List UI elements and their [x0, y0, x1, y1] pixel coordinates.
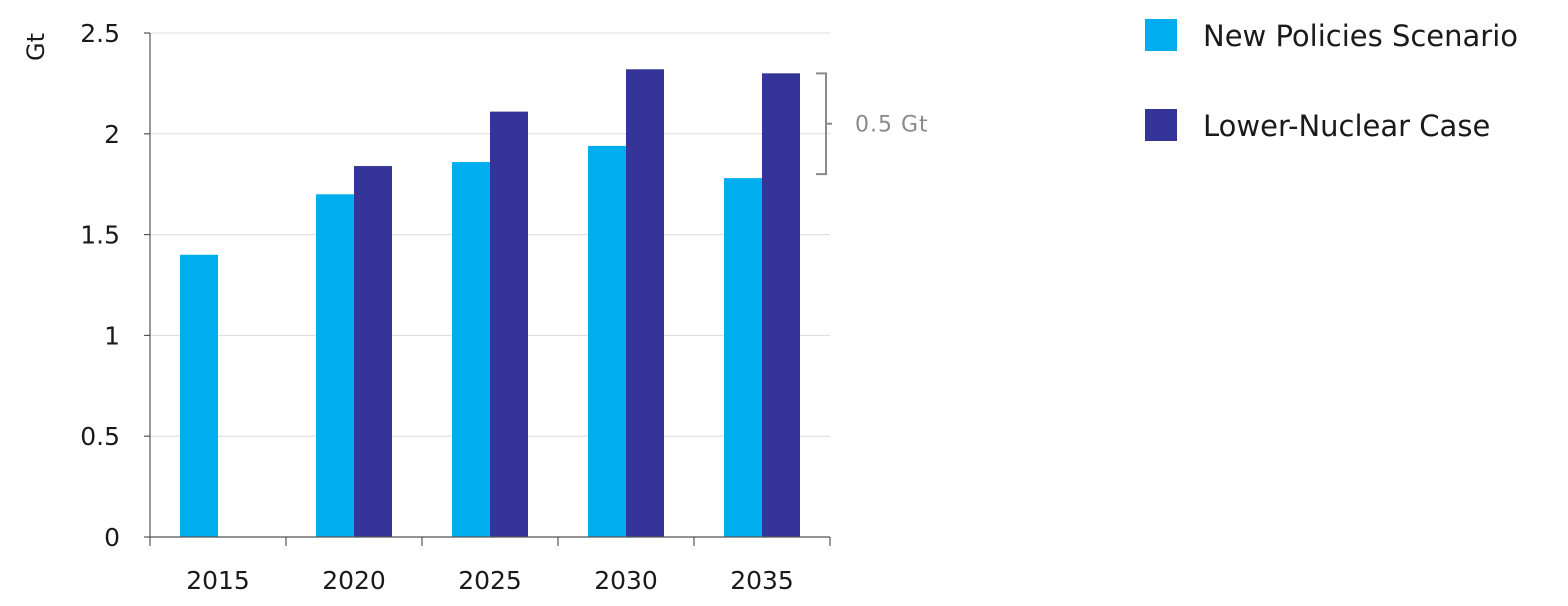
bar-lower-nuclear-2025 [490, 112, 528, 537]
bar-new-policies-2015 [180, 255, 218, 537]
y-axis-title: Gt [22, 33, 50, 61]
bar-new-policies-2030 [588, 146, 626, 537]
bar-lower-nuclear-2030 [626, 69, 664, 537]
legend: New Policies Scenario Lower-Nuclear Case [1145, 19, 1518, 143]
annotation-label: 0.5 Gt [855, 113, 929, 138]
y-tick-label: 0.5 [80, 422, 120, 451]
annotation-bracket [816, 73, 826, 174]
y-tick-label: 1 [104, 321, 120, 350]
x-tick-label-2025: 2025 [458, 566, 522, 595]
annotation: 0.5 Gt [816, 73, 929, 174]
x-tick-label-2015: 2015 [186, 566, 250, 595]
legend-label-new-policies: New Policies Scenario [1203, 19, 1518, 53]
legend-swatch-lower-nuclear [1145, 109, 1177, 141]
y-tick-label: 2.5 [80, 19, 120, 48]
x-tick-label-2020: 2020 [322, 566, 386, 595]
y-tick-label: 2 [104, 120, 120, 149]
legend-swatch-new-policies [1145, 19, 1177, 51]
y-tick-label: 1.5 [80, 221, 120, 250]
bars [180, 69, 800, 537]
bar-lower-nuclear-2020 [354, 166, 392, 537]
bar-new-policies-2025 [452, 162, 490, 537]
legend-label-lower-nuclear: Lower-Nuclear Case [1203, 109, 1490, 143]
bar-new-policies-2020 [316, 194, 354, 537]
tick-labels: 0 0.5 1 1.5 2 2.5 2015 2020 2025 2030 2035 Gt [22, 19, 794, 595]
bar-lower-nuclear-2035 [762, 73, 800, 537]
x-tick-label-2035: 2035 [730, 566, 794, 595]
x-tick-label-2030: 2030 [594, 566, 658, 595]
y-tick-label: 0 [104, 523, 120, 552]
bar-new-policies-2035 [724, 178, 762, 537]
